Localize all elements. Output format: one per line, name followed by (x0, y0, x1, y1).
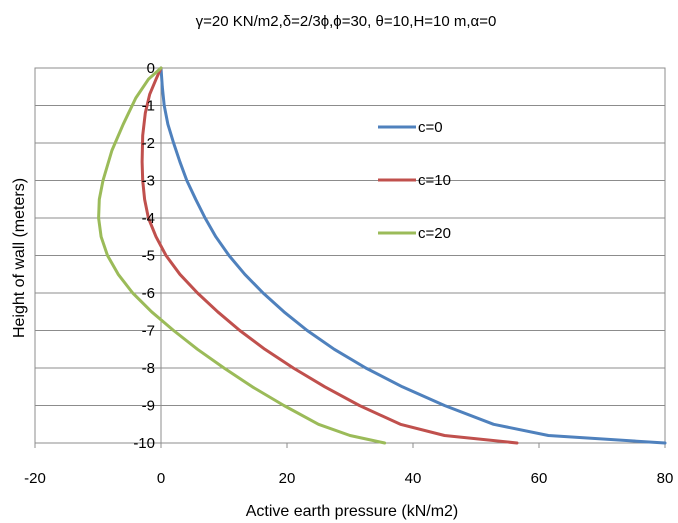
y-tick-label: -9 (142, 398, 155, 415)
y-tick-label: -3 (142, 173, 155, 190)
x-tick-label: -20 (24, 470, 46, 487)
series-lines (97, 66, 667, 445)
x-tick-label: 20 (279, 470, 296, 487)
legend-label: c=20 (418, 225, 451, 242)
tick-labels: 0 -1 -2 -3 -4 -5 -6 -7 -8 -9 -10 -20 0 20 40 60 80 (24, 60, 673, 487)
series-line-1 (159, 66, 667, 445)
x-tick-label: 60 (531, 470, 548, 487)
legend-label: c=0 (418, 119, 443, 136)
series-line-3 (97, 66, 387, 445)
y-tick-label: 0 (147, 60, 155, 77)
y-tick-label: -7 (142, 323, 155, 340)
y-tick-label: -8 (142, 360, 155, 377)
x-axis-label: Active earth pressure (kN/m2) (246, 503, 459, 520)
plot-area-border (34, 67, 666, 444)
legend: c=0 c=10 c=20 (378, 119, 451, 242)
series-line-2 (140, 66, 519, 445)
grid-lines (35, 67, 665, 444)
y-tick-label: -4 (142, 210, 155, 227)
y-axis-label: Height of wall (meters) (11, 178, 28, 338)
y-tick-label: -2 (142, 135, 155, 152)
y-tick-label: -1 (142, 98, 155, 115)
legend-label: c=10 (418, 172, 451, 189)
x-tick-label: 40 (405, 470, 422, 487)
y-tick-label: -10 (133, 435, 155, 452)
chart-title: γ=20 KN/m2,δ=2/3ϕ,ϕ=30, θ=10,H=10 m,α=0 (196, 13, 497, 30)
x-tick-label: 80 (657, 470, 674, 487)
y-tick-label: -6 (142, 285, 155, 302)
x-tick-label: 0 (157, 470, 165, 487)
y-tick-label: -5 (142, 248, 155, 265)
axes (34, 67, 666, 448)
